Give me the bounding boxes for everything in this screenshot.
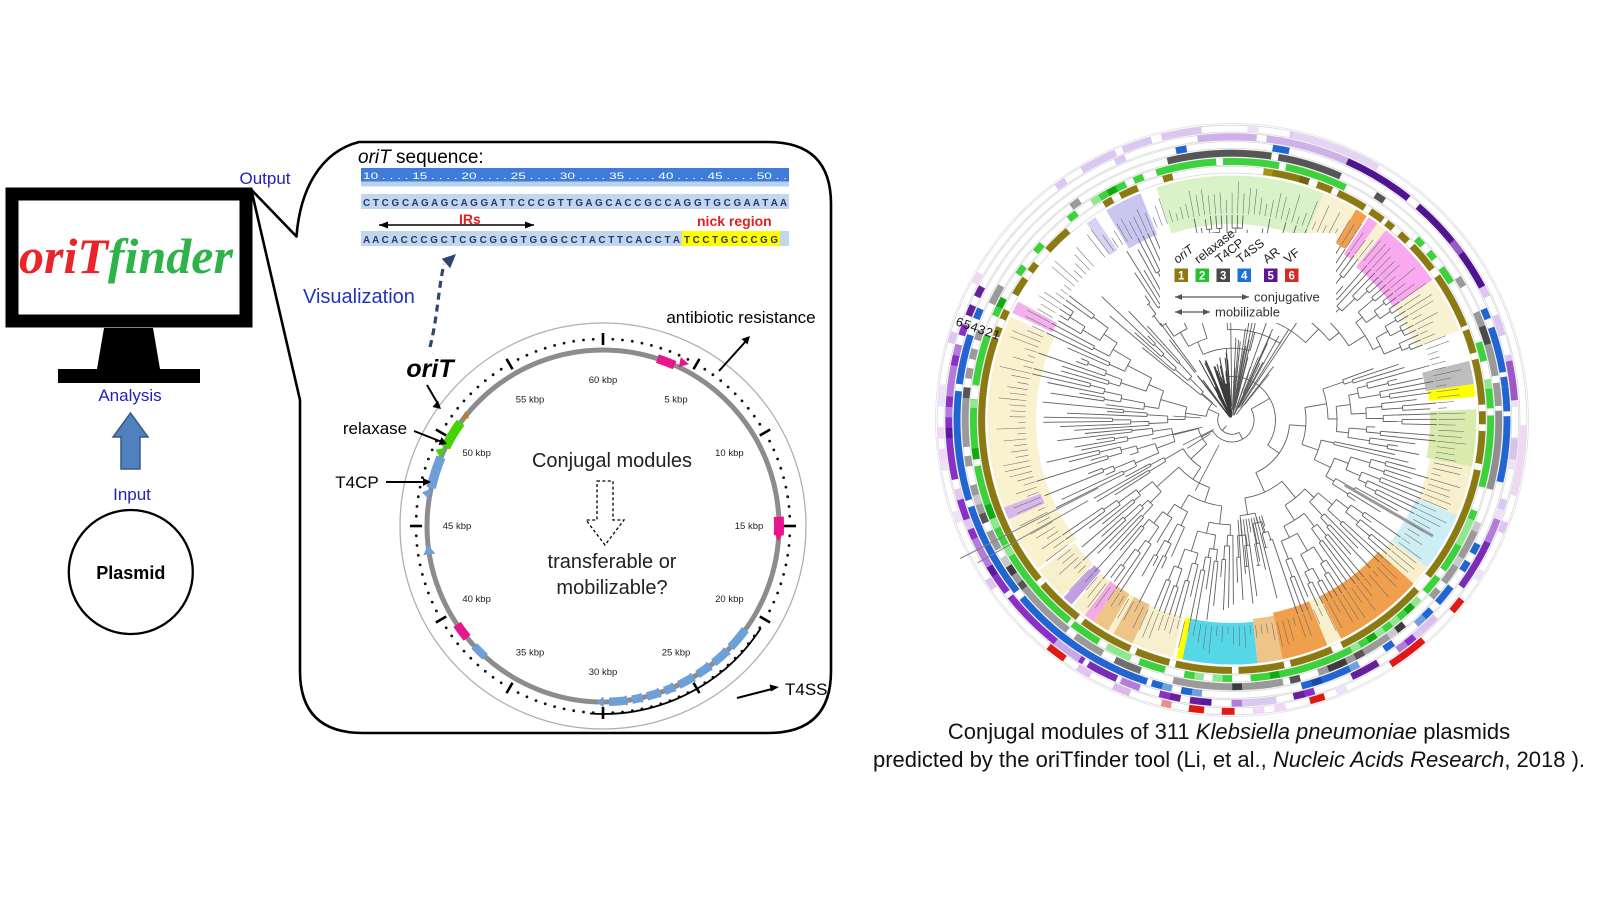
svg-text:3: 3: [1220, 271, 1226, 283]
svg-text:T C C T G C C C G G: T C C T G C C C G G: [684, 234, 778, 246]
svg-text:10 kbp: 10 kbp: [715, 448, 744, 459]
svg-text:transferable or: transferable or: [548, 551, 677, 573]
svg-text:5: 5: [1267, 271, 1274, 283]
svg-text:Conjugal modules: Conjugal modules: [532, 450, 692, 472]
svg-text:55 kbp: 55 kbp: [516, 395, 545, 406]
svg-text:antibiotic resistance: antibiotic resistance: [666, 308, 815, 327]
svg-text:40 kbp: 40 kbp: [462, 594, 491, 605]
svg-text:Analysis: Analysis: [98, 386, 161, 405]
svg-text:mobilizable?: mobilizable?: [556, 577, 667, 599]
svg-text:10 . . . . 15 . . . . 20: 10 . . . . 15 . . . . 20 . . . . 25 . . …: [363, 171, 787, 182]
svg-text:oriT sequence:: oriT sequence:: [358, 147, 484, 168]
svg-text:T4CP: T4CP: [335, 473, 378, 492]
svg-text:Plasmid: Plasmid: [96, 563, 165, 583]
svg-text:30 kbp: 30 kbp: [589, 667, 618, 678]
svg-text:20 kbp: 20 kbp: [715, 594, 744, 605]
svg-text:Input: Input: [113, 485, 151, 504]
svg-text:6: 6: [1288, 271, 1294, 283]
svg-text:oriT: oriT: [406, 355, 456, 383]
svg-text:Output: Output: [239, 169, 290, 188]
svg-text:5 kbp: 5 kbp: [664, 395, 687, 406]
svg-text:15 kbp: 15 kbp: [735, 521, 764, 532]
svg-text:predicted by the oriTfinder to: predicted by the oriTfinder tool (Li, et…: [873, 747, 1585, 772]
svg-text:Conjugal modules of 311 Klebsi: Conjugal modules of 311 Klebsiella pneum…: [948, 719, 1510, 744]
svg-text:2: 2: [1199, 271, 1205, 283]
svg-text:4: 4: [1241, 271, 1248, 283]
svg-text:oriTfinder: oriTfinder: [19, 228, 233, 284]
svg-text:T4SS: T4SS: [785, 680, 828, 699]
svg-text:IRs: IRs: [459, 211, 481, 227]
svg-text:1: 1: [1178, 271, 1185, 283]
svg-text:50 kbp: 50 kbp: [462, 448, 491, 459]
svg-text:conjugative: conjugative: [1254, 290, 1320, 305]
svg-text:relaxase: relaxase: [343, 419, 407, 438]
svg-text:Visualization: Visualization: [303, 286, 415, 308]
svg-text:45 kbp: 45 kbp: [443, 521, 472, 532]
svg-text:35 kbp: 35 kbp: [516, 647, 545, 658]
svg-text:25 kbp: 25 kbp: [662, 647, 691, 658]
svg-text:nick region: nick region: [697, 213, 772, 229]
svg-text:60 kbp: 60 kbp: [589, 375, 618, 386]
svg-text:mobilizable: mobilizable: [1215, 305, 1280, 320]
svg-text:C T C G C A G A G C A G G A T: C T C G C A G A G C A G G A T T C C C G …: [363, 197, 787, 209]
svg-text:A A C A C C C G C T C G C G G: A A C A C C C G C T C G C G G G T G G G …: [363, 234, 680, 246]
